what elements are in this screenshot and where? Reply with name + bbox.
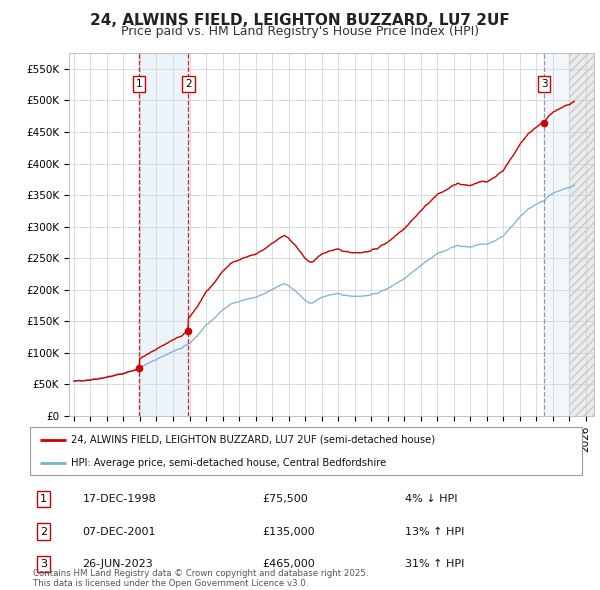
Text: 24, ALWINS FIELD, LEIGHTON BUZZARD, LU7 2UF (semi-detached house): 24, ALWINS FIELD, LEIGHTON BUZZARD, LU7 … xyxy=(71,435,436,445)
Bar xyxy=(569,53,600,416)
Text: HPI: Average price, semi-detached house, Central Bedfordshire: HPI: Average price, semi-detached house,… xyxy=(71,458,386,468)
Text: 26-JUN-2023: 26-JUN-2023 xyxy=(82,559,153,569)
Text: 3: 3 xyxy=(541,79,547,89)
Text: 24, ALWINS FIELD, LEIGHTON BUZZARD, LU7 2UF: 24, ALWINS FIELD, LEIGHTON BUZZARD, LU7 … xyxy=(90,13,510,28)
Bar xyxy=(139,53,188,416)
Text: 07-DEC-2001: 07-DEC-2001 xyxy=(82,527,156,536)
Text: 2: 2 xyxy=(185,79,191,89)
Text: £75,500: £75,500 xyxy=(262,494,308,504)
Text: 1: 1 xyxy=(40,494,47,504)
Bar xyxy=(569,53,600,416)
Text: £465,000: £465,000 xyxy=(262,559,314,569)
Text: Price paid vs. HM Land Registry's House Price Index (HPI): Price paid vs. HM Land Registry's House … xyxy=(121,25,479,38)
Text: £135,000: £135,000 xyxy=(262,527,314,536)
Text: 1: 1 xyxy=(136,79,142,89)
Text: Contains HM Land Registry data © Crown copyright and database right 2025.
This d: Contains HM Land Registry data © Crown c… xyxy=(33,569,368,588)
Text: 4% ↓ HPI: 4% ↓ HPI xyxy=(406,494,458,504)
Bar xyxy=(544,53,569,416)
Text: 31% ↑ HPI: 31% ↑ HPI xyxy=(406,559,465,569)
FancyBboxPatch shape xyxy=(30,427,582,475)
Text: 3: 3 xyxy=(40,559,47,569)
Text: 17-DEC-1998: 17-DEC-1998 xyxy=(82,494,156,504)
Text: 2: 2 xyxy=(40,527,47,536)
Text: 13% ↑ HPI: 13% ↑ HPI xyxy=(406,527,465,536)
